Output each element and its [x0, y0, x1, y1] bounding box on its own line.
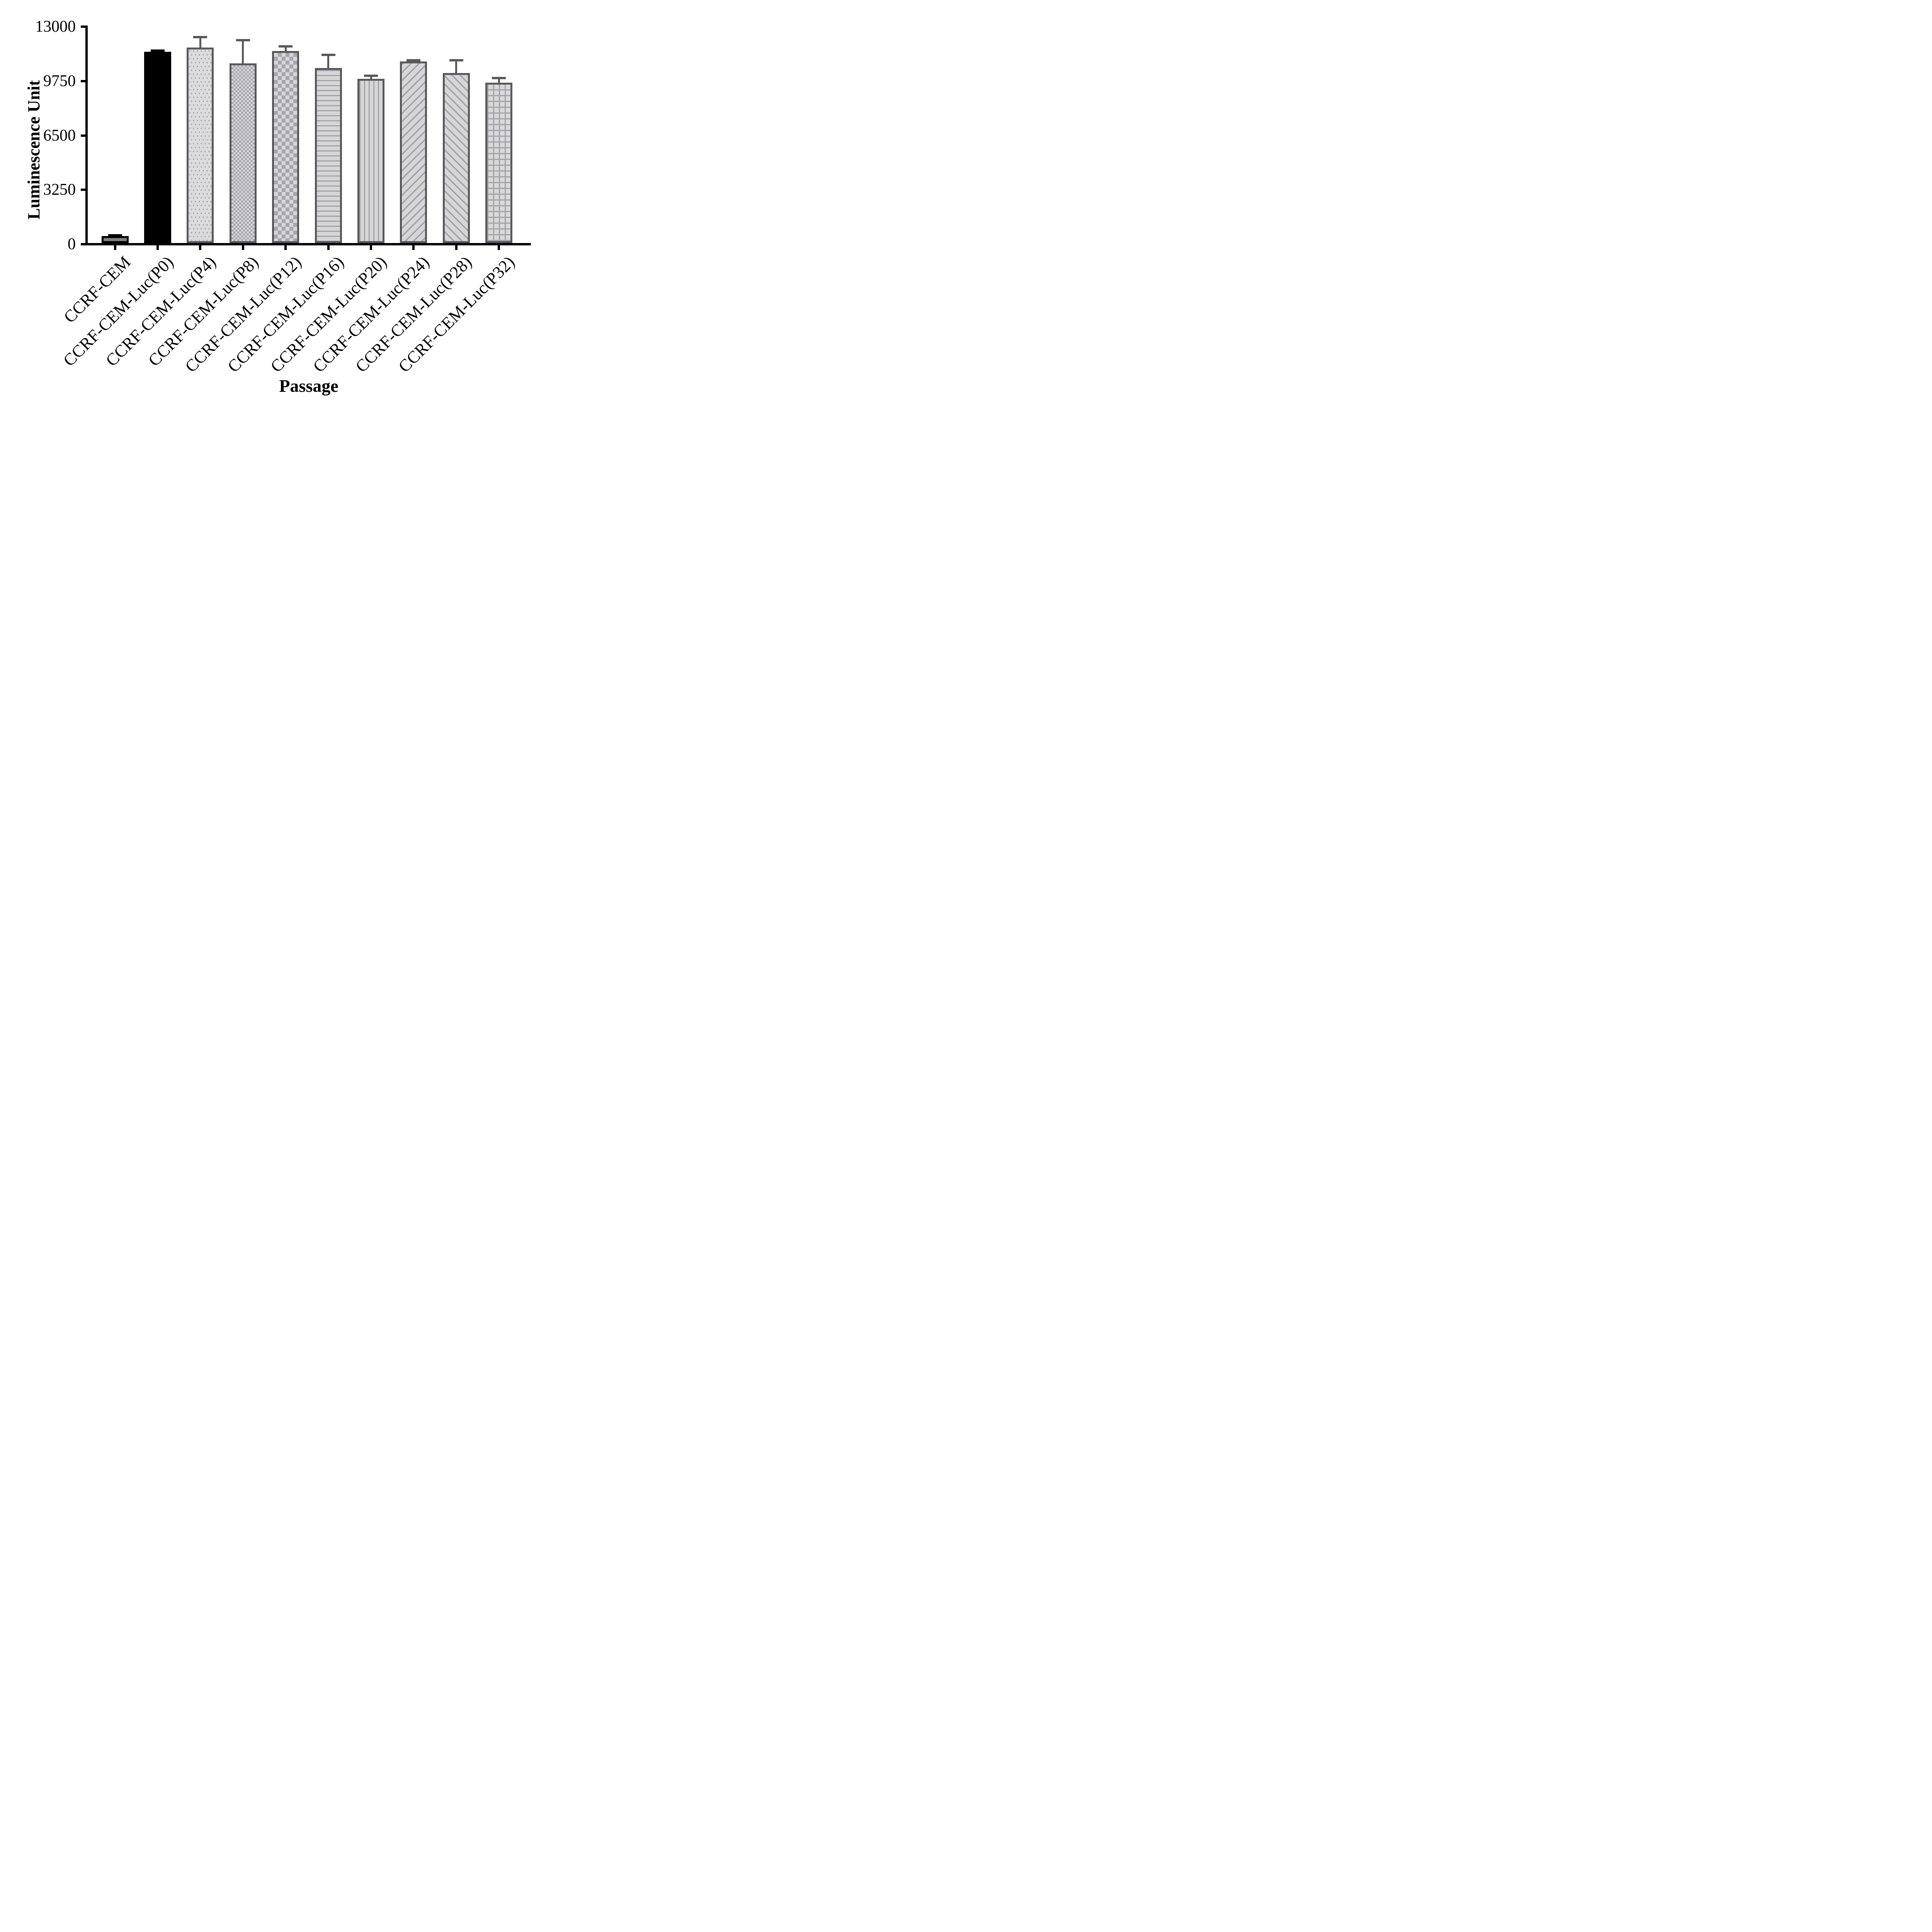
error-bar-stem	[327, 56, 330, 72]
error-bar-cap	[364, 75, 378, 77]
bar	[442, 73, 470, 243]
bar	[144, 51, 171, 243]
x-tick	[327, 245, 330, 250]
bar	[272, 51, 299, 243]
y-tick	[81, 80, 85, 82]
x-tick	[455, 245, 457, 250]
error-bar-stem	[242, 41, 244, 68]
y-tick-label: 9750	[43, 72, 76, 90]
y-tick	[81, 189, 85, 191]
error-bar-cap	[492, 77, 506, 79]
y-tick	[81, 243, 85, 245]
x-axis-line	[85, 243, 531, 245]
bar	[357, 79, 384, 243]
x-tick	[242, 245, 244, 250]
y-tick-label: 13000	[35, 18, 76, 36]
bar	[101, 236, 129, 243]
error-bar-cap	[151, 49, 165, 52]
error-bar-cap	[236, 39, 250, 41]
error-bar-cap	[449, 59, 463, 61]
x-tick	[156, 245, 159, 250]
error-bar-cap	[406, 59, 421, 61]
y-axis-line	[85, 26, 88, 245]
x-tick	[370, 245, 372, 250]
bar	[400, 61, 427, 243]
x-tick	[284, 245, 287, 250]
x-tick	[114, 245, 116, 250]
error-bar-cap	[279, 45, 293, 48]
x-axis-title: Passage	[279, 376, 338, 396]
bar	[229, 63, 257, 243]
x-tick	[199, 245, 202, 250]
bar	[315, 68, 342, 243]
error-bar-stem	[455, 61, 457, 78]
error-bar-stem	[199, 38, 201, 52]
error-bar-cap	[108, 234, 122, 237]
bar	[187, 48, 214, 243]
error-bar-cap	[321, 53, 335, 56]
bar	[485, 82, 513, 243]
x-tick	[498, 245, 500, 250]
y-tick	[81, 26, 85, 28]
y-tick	[81, 134, 85, 137]
x-tick	[412, 245, 415, 250]
error-bar-cap	[193, 36, 207, 39]
y-tick-label: 3250	[43, 181, 76, 199]
y-tick-label: 6500	[43, 126, 76, 145]
y-tick-label: 0	[68, 235, 76, 253]
bar-chart-figure: Luminescence Unit Passage 0 3250 6500 9750 1…	[0, 0, 562, 407]
